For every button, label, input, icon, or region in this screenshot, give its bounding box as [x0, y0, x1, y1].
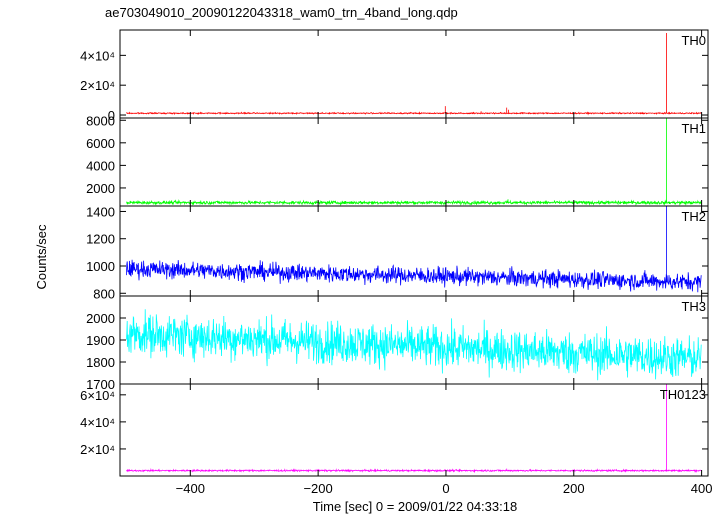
- y-tick-label: 4×10⁴: [80, 415, 115, 430]
- x-tick-label: 0: [442, 481, 449, 496]
- y-tick-label: 6×10⁴: [80, 388, 115, 403]
- y-tick-label: 6000: [86, 136, 115, 151]
- y-tick-label: 1800: [86, 355, 115, 370]
- panel-label: TH2: [681, 209, 706, 224]
- panel-label: TH3: [681, 299, 706, 314]
- series-line-th2: [126, 206, 702, 293]
- x-tick-label: 400: [691, 481, 713, 496]
- x-tick-label: −400: [176, 481, 205, 496]
- panel-th3: 1700 1800 1900 2000 TH3: [86, 295, 709, 392]
- y-tick-label: 1900: [86, 333, 115, 348]
- panel-label: TH0: [681, 33, 706, 48]
- y-tick-label: 2000: [86, 311, 115, 326]
- panel-th1: 2000 4000 6000 8000 TH1: [86, 113, 709, 207]
- panel-frame: [119, 383, 709, 477]
- y-tick-label: 8000: [86, 113, 115, 128]
- series-line-th0: [126, 33, 702, 116]
- series-line-th3: [126, 309, 702, 381]
- panel-label: TH1: [681, 121, 706, 136]
- panel-frame: [119, 29, 709, 119]
- y-tick-label: 1200: [86, 232, 115, 247]
- y-axis-label: Counts/sec: [34, 224, 49, 290]
- series-line-th0123: [126, 384, 702, 474]
- panel-th2: 800 1000 1200 1400 TH2: [86, 204, 709, 301]
- x-axis-label: Time [sec] 0 = 2009/01/22 04:33:18: [313, 499, 517, 514]
- y-tick-label: 1400: [86, 204, 115, 219]
- y-tick-label: 2×10⁴: [80, 442, 115, 457]
- y-tick-label: 4×10⁴: [80, 48, 115, 63]
- panel-th0: 0 2×10⁴ 4×10⁴ TH0: [80, 29, 709, 123]
- y-tick-label: 800: [93, 286, 115, 301]
- series-line-th1: [126, 118, 702, 206]
- y-tick-label: 2000: [86, 181, 115, 196]
- x-tick-label: 200: [563, 481, 585, 496]
- x-tick-label: −200: [303, 481, 332, 496]
- y-tick-label: 1700: [86, 377, 115, 392]
- panel-label: TH0123: [660, 387, 706, 402]
- panels: 02×10⁴4×10⁴TH02000400060008000TH18001000…: [80, 29, 713, 496]
- y-tick-label: 4000: [86, 158, 115, 173]
- y-tick-label: 2×10⁴: [80, 78, 115, 93]
- panel-th0123: 2×10⁴ 4×10⁴ 6×10⁴ −400 −200 0 200 400 TH0123: [80, 383, 713, 496]
- y-tick-label: 0: [108, 108, 115, 123]
- y-tick-label: 1000: [86, 259, 115, 274]
- chart-title: ae703049010_20090122043318_wam0_trn_4ban…: [105, 5, 458, 20]
- panel-frame: [119, 117, 709, 207]
